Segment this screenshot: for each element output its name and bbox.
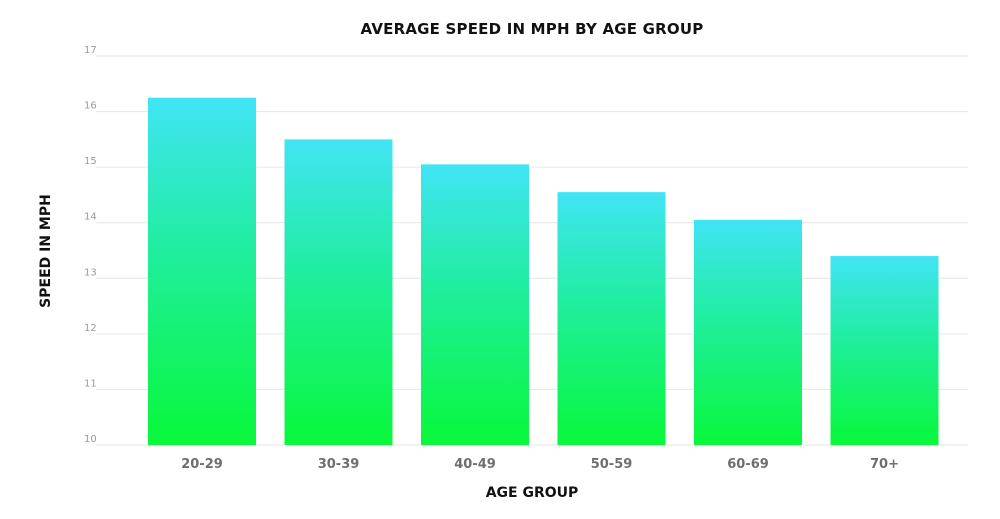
bar-60-69 xyxy=(694,219,802,445)
y-tick-label: 12 xyxy=(84,323,97,334)
y-tick-label: 13 xyxy=(84,267,97,278)
x-axis-label: AGE GROUP xyxy=(486,485,579,501)
x-tick-label: 40-49 xyxy=(454,457,496,472)
x-tick-label: 60-69 xyxy=(727,457,769,472)
x-tick-label: 70+ xyxy=(870,457,899,472)
bar-50-59 xyxy=(557,192,666,445)
bar-70+ xyxy=(830,256,939,445)
y-tick-label: 14 xyxy=(84,212,97,223)
chart-title: AVERAGE SPEED IN MPH BY AGE GROUP xyxy=(361,20,704,38)
y-axis-label: SPEED IN MPH xyxy=(38,194,54,308)
y-tick-label: 17 xyxy=(84,45,97,56)
y-tick-label: 11 xyxy=(84,378,97,389)
x-tick-label: 50-59 xyxy=(591,457,633,472)
y-tick-label: 15 xyxy=(84,156,97,167)
x-tick-label: 30-39 xyxy=(318,457,360,472)
bar-40-49 xyxy=(421,164,529,445)
y-tick-label: 10 xyxy=(84,434,97,445)
bar-20-29 xyxy=(148,97,256,445)
y-tick-label: 16 xyxy=(84,101,97,112)
x-axis-ticks: 20-29 30-39 40-49 50-59 60-69 70+ xyxy=(181,457,899,472)
bar-30-39 xyxy=(284,139,393,445)
bars xyxy=(148,97,939,445)
y-axis-ticks: 10 11 12 13 14 15 16 17 xyxy=(84,45,97,445)
x-tick-label: 20-29 xyxy=(181,457,223,472)
